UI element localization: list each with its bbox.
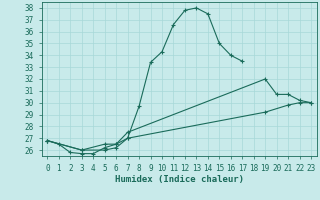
- X-axis label: Humidex (Indice chaleur): Humidex (Indice chaleur): [115, 175, 244, 184]
